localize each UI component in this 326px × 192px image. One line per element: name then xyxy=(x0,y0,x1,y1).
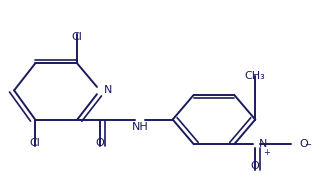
Text: O: O xyxy=(251,161,259,171)
Text: N: N xyxy=(104,85,112,95)
Text: O: O xyxy=(96,138,104,148)
Text: N: N xyxy=(259,139,267,149)
Text: +: + xyxy=(263,148,270,156)
Text: Cl: Cl xyxy=(30,138,41,148)
Text: NH: NH xyxy=(132,122,149,132)
Text: CH₃: CH₃ xyxy=(245,71,266,81)
Text: −: − xyxy=(304,140,311,149)
Text: O: O xyxy=(299,139,308,149)
Text: Cl: Cl xyxy=(72,32,83,42)
